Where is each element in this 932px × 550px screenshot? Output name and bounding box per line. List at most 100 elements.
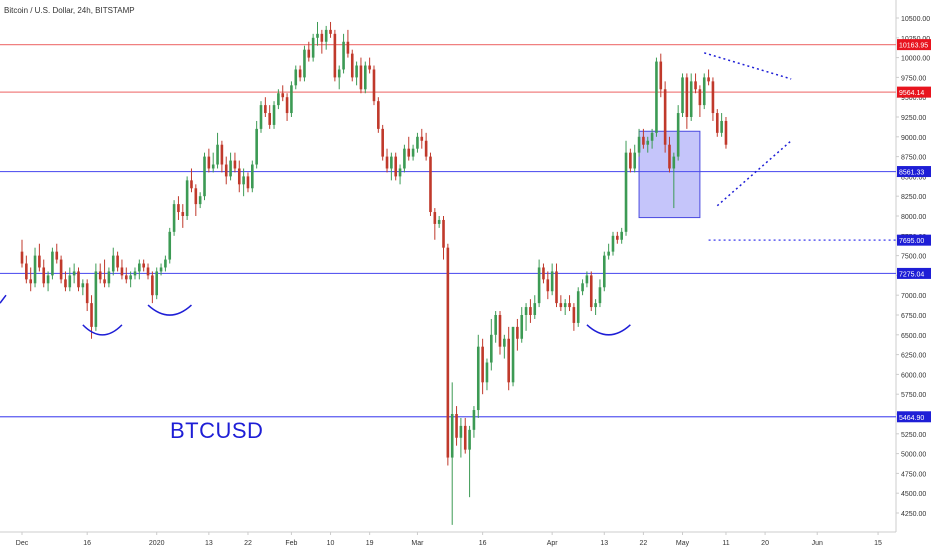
- candle-body: [637, 136, 641, 153]
- candle-body: [133, 271, 137, 276]
- candle-body: [303, 49, 306, 78]
- y-tick-label: 4750.00: [901, 471, 926, 478]
- candle-body: [720, 120, 723, 133]
- candle-body: [511, 326, 515, 383]
- y-tick-label: 7000.00: [901, 293, 926, 300]
- candle-body: [529, 307, 532, 315]
- candle-body: [681, 77, 684, 114]
- candle-body: [550, 271, 554, 292]
- candle-body: [568, 303, 571, 308]
- candle-body: [172, 204, 176, 232]
- candle-body: [55, 251, 59, 260]
- candle-body: [277, 93, 280, 106]
- candle-body: [659, 61, 663, 90]
- candle-body: [459, 425, 463, 438]
- x-tick-label: 16: [83, 540, 91, 547]
- x-tick-label: 22: [640, 540, 648, 547]
- candle-body: [598, 287, 602, 304]
- x-tick-label: May: [676, 540, 690, 547]
- candle-body: [142, 263, 145, 268]
- y-tick-label: 9000.00: [901, 135, 926, 142]
- candle-body: [146, 267, 150, 276]
- y-tick-label: 9500.00: [901, 95, 926, 102]
- candle-body: [715, 113, 719, 133]
- candle-body: [198, 196, 202, 205]
- candle-body: [190, 180, 193, 189]
- candle-body: [607, 251, 610, 256]
- x-tick-label: 16: [479, 540, 487, 547]
- candle-body: [655, 61, 658, 133]
- candle-body: [29, 279, 32, 284]
- candle-body: [72, 271, 76, 276]
- candle-body: [533, 303, 537, 315]
- y-tick-label: 6750.00: [901, 313, 926, 320]
- candle-body: [342, 41, 345, 70]
- price-badge: [897, 39, 931, 51]
- candle-body: [433, 212, 437, 224]
- candle-body: [138, 263, 141, 272]
- y-tick-label: 6000.00: [901, 372, 926, 379]
- candle-body: [68, 275, 72, 288]
- candle-body: [194, 188, 198, 205]
- candle-body: [611, 235, 615, 252]
- candle-body: [185, 180, 189, 216]
- x-tick-label: 15: [874, 540, 882, 547]
- candle-body: [77, 271, 80, 288]
- candle-body: [520, 315, 524, 339]
- candle-body: [372, 69, 376, 102]
- x-tick-label: Apr: [547, 540, 559, 547]
- candle-body: [620, 231, 623, 240]
- candle-body: [485, 362, 489, 383]
- candle-body: [516, 326, 519, 339]
- candle-body: [503, 338, 506, 347]
- x-tick-label: Feb: [285, 540, 297, 547]
- candle-body: [164, 259, 167, 268]
- candle-body: [177, 204, 180, 213]
- candle-body: [394, 156, 398, 177]
- candle-body: [216, 144, 219, 165]
- time-axis[interactable]: Dec 16 2020 13 22 Feb 10 19 Mar 16 Apr 13 22 May 11 20 J…: [16, 532, 882, 547]
- y-tick-label: 10000.00: [901, 56, 930, 63]
- candle-body: [446, 247, 450, 458]
- candle-body: [233, 160, 237, 169]
- candle-body: [563, 303, 567, 308]
- x-tick-label: 10: [327, 540, 335, 547]
- candle-body: [242, 176, 245, 185]
- candle-body: [224, 164, 228, 177]
- candle-body: [285, 97, 289, 114]
- candle-body: [542, 267, 545, 280]
- x-tick-label: 20: [761, 540, 769, 547]
- candle-body: [437, 219, 441, 224]
- candle-body: [129, 275, 132, 280]
- candle-body: [103, 279, 106, 284]
- candle-body: [264, 105, 267, 114]
- candle-body: [311, 37, 315, 58]
- y-tick-label: 8750.00: [901, 155, 926, 162]
- candlestick-series: [20, 21, 728, 525]
- candle-body: [616, 235, 619, 240]
- y-tick-label: 10500.00: [901, 16, 930, 23]
- candle-body: [168, 231, 172, 260]
- candle-body: [120, 267, 124, 276]
- candle-body: [155, 271, 159, 296]
- x-tick-label: Jun: [812, 540, 823, 547]
- y-tick-label: 9750.00: [901, 75, 926, 82]
- candle-body: [390, 156, 393, 169]
- candle-body: [329, 29, 332, 34]
- chart-title: Bitcoin / U.S. Dollar, 24h, BITSTAMP: [4, 6, 135, 15]
- y-tick-label: 7500.00: [901, 254, 926, 261]
- cup-arc: [586, 324, 631, 336]
- candle-body: [602, 255, 606, 288]
- x-tick-label: Mar: [411, 540, 424, 547]
- candle-body: [124, 275, 128, 280]
- candle-body: [320, 33, 324, 42]
- candle-body: [237, 168, 241, 185]
- candle-body: [546, 279, 550, 292]
- candle-body: [494, 315, 497, 335]
- candle-body: [629, 152, 632, 169]
- candle-body: [403, 148, 406, 169]
- y-tick-label: 9250.00: [901, 115, 926, 122]
- candle-body: [255, 128, 258, 165]
- y-tick-label: 5000.00: [901, 452, 926, 459]
